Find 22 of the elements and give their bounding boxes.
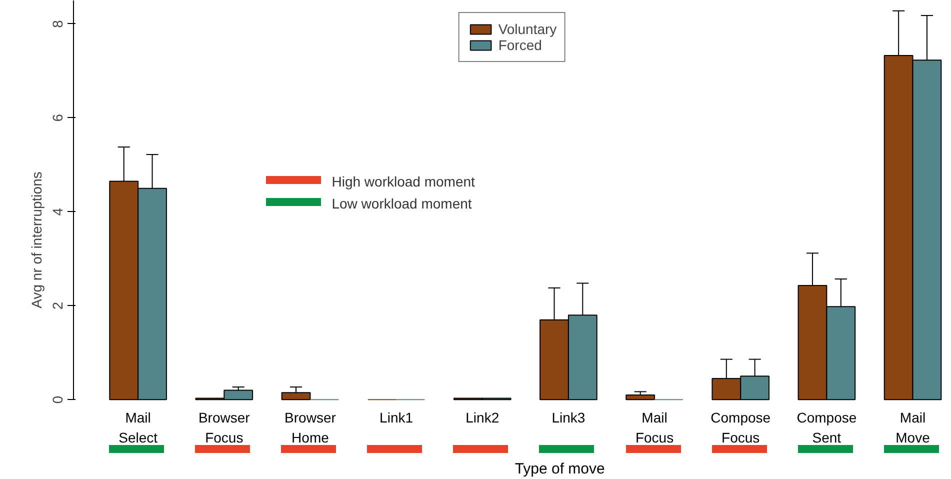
- annotation: High workload moment: [332, 173, 476, 190]
- y-axis-title: Avg nr of interruptions: [28, 172, 44, 308]
- x-tick-label: Link2: [466, 410, 500, 426]
- x-tick-label: Mail Focus: [635, 410, 674, 446]
- x-tick-label: Link1: [380, 410, 414, 426]
- y-tick-label: 2: [50, 302, 66, 310]
- x-tick-label: Compose Sent: [796, 410, 857, 446]
- x-tick-label: Mail Move: [896, 410, 930, 446]
- y-tick-label: 4: [50, 208, 66, 216]
- x-tick-label: Compose Focus: [710, 410, 771, 446]
- x-tick-label: Link3: [552, 410, 586, 426]
- bar: [626, 394, 656, 400]
- legend-label: Forced: [498, 37, 542, 53]
- annotation: Low workload moment: [332, 195, 472, 212]
- y-tick-label: 6: [50, 114, 66, 122]
- x-tick-label: Browser Focus: [198, 410, 250, 446]
- legend-label: Voluntary: [498, 21, 557, 37]
- y-tick-label: 8: [50, 20, 66, 28]
- x-axis-title: Type of move: [514, 460, 605, 478]
- x-tick-label: Mail Select: [118, 410, 158, 446]
- y-tick-label: 0: [50, 396, 66, 404]
- x-tick-label: Browser Home: [284, 410, 336, 446]
